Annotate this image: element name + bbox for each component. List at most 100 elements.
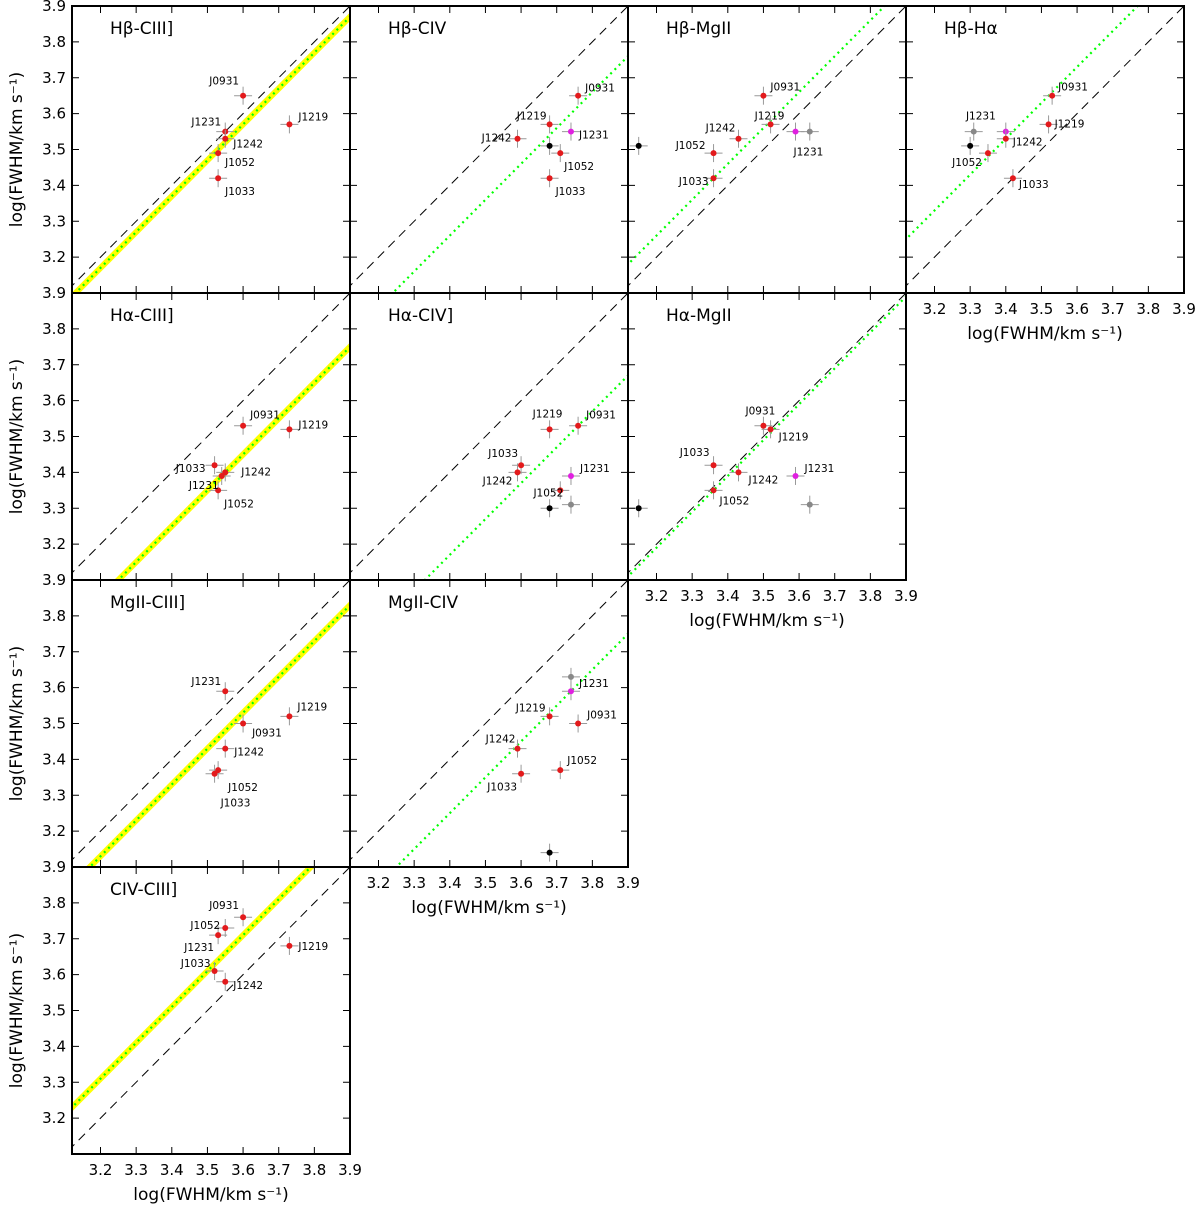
y-tick-label: 3.8	[42, 320, 66, 338]
y-tick-label: 3.5	[42, 1002, 66, 1020]
data-point	[546, 713, 553, 720]
data-point	[514, 469, 521, 476]
point-label: J0931	[585, 410, 616, 422]
point-label: J0931	[251, 728, 282, 740]
one-to-one-line	[72, 293, 350, 574]
data-point	[514, 135, 521, 142]
x-tick-label: 3.9	[894, 587, 918, 605]
data-point	[518, 770, 525, 777]
data-point	[710, 462, 717, 469]
one-to-one-line	[72, 867, 350, 1148]
y-tick-label: 3.4	[42, 176, 66, 194]
point-label: J1231	[188, 480, 219, 492]
point-label: J1231	[793, 147, 824, 159]
point-label: J1052	[223, 498, 254, 510]
point-label: J1231	[578, 678, 609, 690]
panel-frame	[349, 292, 629, 581]
data-point	[806, 128, 813, 135]
data-point	[567, 128, 574, 135]
data-point	[806, 501, 813, 508]
one-to-one-line	[350, 293, 628, 574]
point-label: J1219	[297, 111, 328, 123]
data-point	[1045, 121, 1052, 128]
x-tick-label: 3.3	[124, 1161, 148, 1179]
point-label: J1052	[951, 157, 982, 169]
x-tick-label: 3.7	[823, 587, 847, 605]
data-point	[286, 426, 293, 433]
point-label: J1242	[482, 475, 513, 487]
one-to-one-line	[350, 6, 628, 287]
point-label: J1033	[486, 782, 517, 794]
y-tick-label: 3.7	[42, 356, 66, 374]
point-label: J1231	[183, 942, 214, 954]
data-point	[240, 422, 247, 429]
data-point	[215, 487, 222, 494]
data-point	[735, 135, 742, 142]
fit-line	[74, 15, 350, 293]
data-point	[222, 135, 229, 142]
y-tick-label: 3.4	[42, 750, 66, 768]
y-tick-label: 3.8	[42, 894, 66, 912]
fit-line	[906, 6, 1140, 241]
panel-8: J1231 J1219 J0931 J1242 J1052 J1033 3.2 3.3 3.4 3…	[349, 579, 640, 918]
y-tick-label: 3.6	[42, 105, 66, 123]
fit-line	[391, 54, 628, 293]
y-tick-label: 3.3	[42, 499, 66, 517]
panel-title: Hβ-CIV	[388, 19, 447, 39]
data-point	[211, 968, 218, 975]
y-tick-label: 3.6	[42, 679, 66, 697]
y-axis-title: log(FWHM/km s⁻¹)	[7, 72, 27, 227]
point-label: J1242	[1012, 137, 1043, 149]
data-point	[240, 720, 247, 727]
data-point	[792, 472, 799, 479]
x-tick-label: 3.5	[474, 874, 498, 892]
y-axis-title: log(FWHM/km s⁻¹)	[7, 933, 27, 1088]
x-tick-label: 3.4	[438, 874, 462, 892]
y-axis-title: log(FWHM/km s⁻¹)	[7, 359, 27, 514]
plot-area	[350, 6, 628, 293]
one-to-one-line	[628, 6, 906, 287]
plot-area	[72, 867, 350, 1148]
point-label: J0931	[208, 900, 239, 912]
point-label: J1052	[532, 487, 563, 499]
panel-2: J0931 J1219 J1242 J1052 J1033 J1231 Hβ-MgII	[627, 5, 907, 294]
x-tick-label: 3.8	[580, 874, 604, 892]
data-point	[286, 121, 293, 128]
x-tick-label: 3.4	[716, 587, 740, 605]
data-point	[760, 422, 767, 429]
data-point	[767, 426, 774, 433]
y-axis-title: log(FWHM/km s⁻¹)	[7, 646, 27, 801]
x-tick-label: 3.9	[1172, 300, 1196, 318]
point-label: J1033	[220, 798, 251, 810]
data-point	[211, 770, 218, 777]
x-tick-label: 3.5	[196, 1161, 220, 1179]
data-point	[1002, 135, 1009, 142]
fit-line	[423, 373, 628, 580]
x-tick-label: 3.2	[645, 587, 669, 605]
data-point	[286, 942, 293, 949]
data-point	[970, 128, 977, 135]
point-label: J1033	[180, 958, 211, 970]
panel-title: Hβ-MgII	[666, 19, 731, 39]
point-label: J1033	[224, 186, 255, 198]
point-label: J1242	[233, 747, 264, 759]
data-point	[557, 150, 564, 157]
fit-line	[88, 603, 350, 867]
point-label: J1033	[678, 176, 709, 188]
panel-frame	[71, 5, 351, 294]
point-label: J1033	[487, 448, 518, 460]
data-point	[767, 121, 774, 128]
x-tick-label: 3.9	[616, 874, 640, 892]
y-tick-label: 3.5	[42, 715, 66, 733]
one-to-one-line	[628, 293, 906, 574]
point-label: J1033	[175, 463, 206, 475]
plot-area	[72, 6, 350, 293]
x-tick-label: 3.8	[302, 1161, 326, 1179]
point-label: J1242	[232, 980, 263, 992]
one-to-one-line	[906, 6, 1184, 287]
data-point	[222, 745, 229, 752]
data-point	[575, 92, 582, 99]
point-label: J1219	[778, 431, 809, 443]
panel-title: Hβ-Hα	[944, 19, 998, 39]
data-point	[222, 924, 229, 931]
